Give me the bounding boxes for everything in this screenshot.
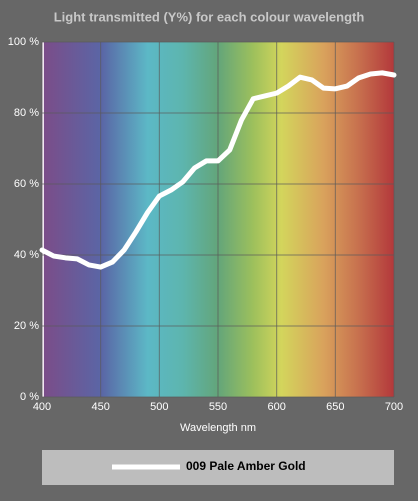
- y-tick-label: 80 %: [14, 107, 39, 119]
- x-tick-label: 650: [326, 401, 344, 413]
- y-tick-label: 60 %: [14, 178, 39, 190]
- y-tick-label: 0 %: [20, 391, 39, 403]
- legend-label: 009 Pale Amber Gold: [186, 459, 306, 473]
- x-tick-label: 400: [33, 401, 51, 413]
- x-tick-label: 700: [385, 401, 403, 413]
- x-tick-label: 450: [91, 401, 109, 413]
- data-line: [39, 70, 397, 270]
- y-tick-label: 40 %: [14, 249, 39, 261]
- chart-title: Light transmitted (Y%) for each colour w…: [54, 9, 365, 24]
- y-tick-label: 20 %: [14, 320, 39, 332]
- legend: [42, 450, 394, 485]
- x-tick-label: 550: [209, 401, 227, 413]
- x-tick-label: 600: [267, 401, 285, 413]
- x-tick-label: 500: [150, 401, 168, 413]
- x-axis-label: Wavelength nm: [180, 422, 256, 434]
- y-tick-label: 100 %: [8, 36, 39, 48]
